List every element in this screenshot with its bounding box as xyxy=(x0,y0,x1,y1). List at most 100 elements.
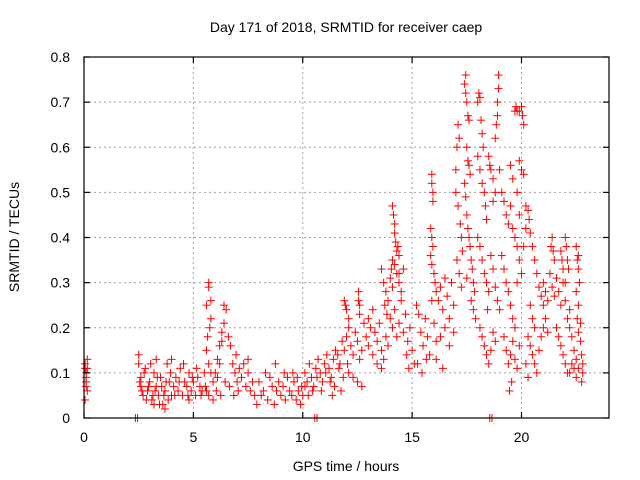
data-point xyxy=(430,319,438,328)
data-point xyxy=(355,310,364,319)
y-tick-label: 0.2 xyxy=(51,320,71,336)
data-point xyxy=(537,332,546,341)
data-point xyxy=(328,391,337,400)
data-point xyxy=(327,373,336,382)
data-point xyxy=(430,269,438,278)
data-point xyxy=(510,323,519,332)
data-point xyxy=(519,242,528,251)
data-point xyxy=(135,377,144,386)
data-point xyxy=(308,386,317,395)
data-point xyxy=(354,296,363,305)
data-point xyxy=(486,346,495,355)
data-point xyxy=(386,314,395,323)
data-point xyxy=(311,364,320,373)
data-point xyxy=(510,233,519,242)
data-point xyxy=(384,341,393,350)
data-point xyxy=(469,278,478,287)
data-point xyxy=(489,328,498,337)
data-point xyxy=(351,328,360,337)
y-tick-label: 0.6 xyxy=(51,139,71,155)
data-point xyxy=(189,377,198,386)
data-point xyxy=(493,296,502,305)
data-point xyxy=(244,368,253,377)
data-point xyxy=(174,386,183,395)
data-point xyxy=(502,278,511,287)
data-point xyxy=(281,395,290,404)
data-point xyxy=(452,256,461,265)
data-point xyxy=(211,368,220,377)
data-point xyxy=(504,219,513,228)
data-point xyxy=(342,305,351,314)
y-tick-label: 0.7 xyxy=(51,94,71,110)
data-point xyxy=(220,319,228,328)
data-point xyxy=(390,228,399,237)
data-point xyxy=(82,382,91,391)
data-point xyxy=(570,364,578,373)
data-point xyxy=(344,323,353,332)
data-point xyxy=(478,332,487,341)
data-point xyxy=(399,265,408,274)
data-point xyxy=(455,269,464,278)
data-point xyxy=(543,296,552,305)
data-point xyxy=(521,224,530,233)
data-point xyxy=(413,359,422,368)
data-point xyxy=(543,328,552,337)
data-point xyxy=(285,386,294,395)
data-point xyxy=(163,359,172,368)
data-point xyxy=(230,368,239,377)
data-point xyxy=(232,350,241,359)
data-point xyxy=(224,332,233,341)
data-point xyxy=(573,314,582,323)
data-point xyxy=(239,359,248,368)
data-point xyxy=(532,269,541,278)
data-point xyxy=(362,332,371,341)
data-point xyxy=(150,368,158,377)
data-point xyxy=(377,364,386,373)
data-point xyxy=(146,359,155,368)
data-point xyxy=(432,337,441,346)
data-point xyxy=(296,400,305,409)
data-point xyxy=(395,319,403,328)
chart-title: Day 171 of 2018, SRMTID for receiver cae… xyxy=(210,19,483,35)
data-point xyxy=(192,364,201,373)
data-point xyxy=(386,274,395,283)
x-tick-label: 20 xyxy=(514,429,530,445)
data-point xyxy=(388,256,397,265)
data-point xyxy=(388,283,397,292)
y-tick-label: 0.3 xyxy=(51,275,71,291)
data-point xyxy=(517,165,526,174)
data-point xyxy=(466,242,475,251)
data-point xyxy=(570,346,578,355)
data-point xyxy=(213,373,222,382)
data-point xyxy=(515,256,524,265)
data-point xyxy=(145,377,154,386)
data-point xyxy=(574,265,583,274)
data-point xyxy=(419,341,428,350)
data-point xyxy=(144,382,153,391)
data-point xyxy=(495,305,504,314)
data-point xyxy=(500,332,508,341)
data-point xyxy=(545,269,554,278)
data-point xyxy=(235,364,244,373)
data-point xyxy=(576,337,585,346)
data-point xyxy=(470,287,479,296)
data-point xyxy=(377,346,386,355)
data-point xyxy=(408,346,417,355)
data-point xyxy=(373,337,382,346)
data-point xyxy=(449,301,458,310)
data-point xyxy=(421,314,430,323)
data-point xyxy=(528,350,537,359)
data-point xyxy=(304,391,313,400)
data-point xyxy=(484,152,493,161)
data-point xyxy=(312,373,321,382)
data-point xyxy=(204,283,213,292)
data-point xyxy=(176,364,185,373)
data-point xyxy=(491,283,500,292)
data-point xyxy=(548,233,557,242)
data-point xyxy=(271,359,280,368)
data-point xyxy=(484,359,493,368)
data-point xyxy=(209,395,218,404)
data-point xyxy=(265,373,274,382)
data-point xyxy=(344,314,353,323)
data-point xyxy=(494,71,503,80)
